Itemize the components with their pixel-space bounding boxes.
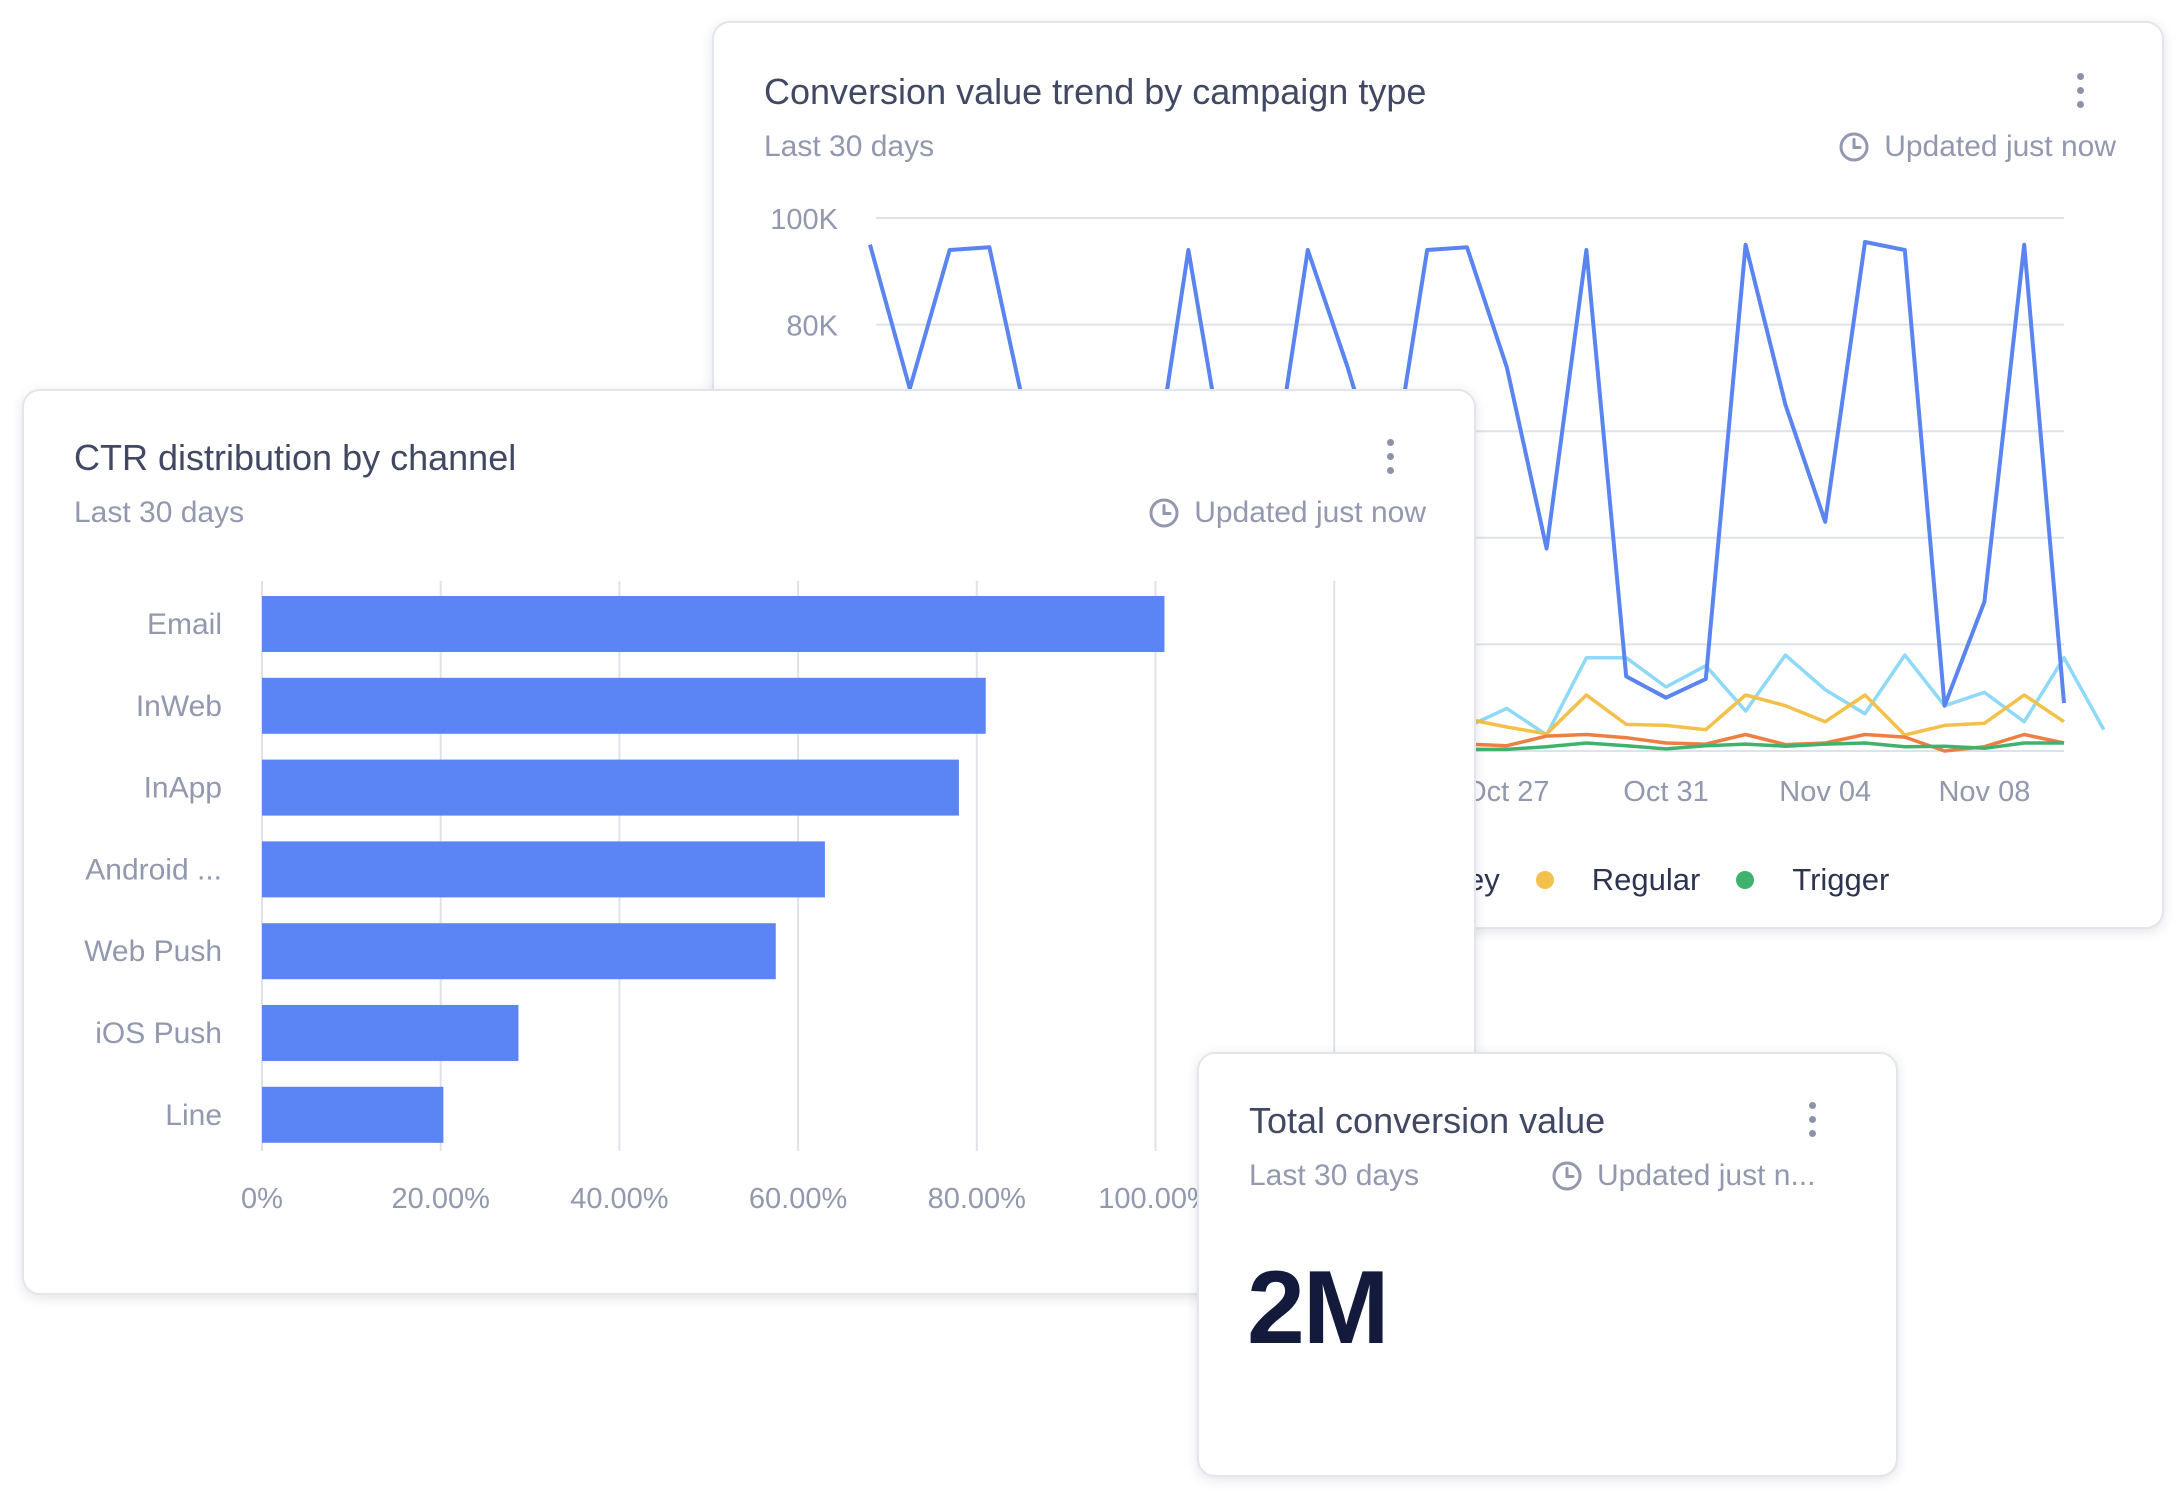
updated-status: Updated just n... [1551, 1159, 1815, 1193]
clock-icon [1552, 1161, 1582, 1191]
total-conversion-card: Total conversion value Last 30 days Upda… [1197, 1052, 1898, 1477]
legend-item[interactable]: Regular [1535, 862, 1701, 898]
category-label: Line [165, 1099, 222, 1132]
bar [262, 923, 776, 980]
x-tick-label: Oct 27 [1464, 776, 1549, 808]
total-value: 2M [1247, 1250, 1389, 1366]
card-title: CTR distribution by channel [74, 437, 517, 478]
ctr-distribution-card: CTR distribution by channel Last 30 days… [22, 389, 1476, 1295]
legend-swatch [1736, 871, 1755, 889]
bar [262, 1005, 519, 1061]
clock-icon [1149, 498, 1179, 528]
legend-label: Trigger [1792, 862, 1890, 897]
category-label: Email [147, 608, 222, 641]
bar [262, 841, 825, 898]
x-tick-label: 80.00% [928, 1183, 1026, 1215]
more-options-icon[interactable] [2065, 63, 2095, 117]
more-options-icon[interactable] [1797, 1092, 1827, 1146]
bar [262, 596, 1165, 652]
category-label: InWeb [136, 690, 222, 723]
category-label: Android ... [85, 853, 222, 886]
date-range-label: Last 30 days [74, 496, 245, 529]
x-tick-label: Nov 04 [1779, 776, 1871, 808]
legend-swatch [1535, 871, 1554, 889]
x-tick-label: 60.00% [749, 1183, 847, 1215]
legend-item[interactable]: Trigger [1736, 862, 1889, 898]
updated-status: Updated just now [1148, 496, 1426, 530]
x-tick-label: 0% [241, 1183, 283, 1215]
chart-legend: ey Regular Trigger [1467, 862, 1925, 898]
x-tick-label: 100.00% [1098, 1183, 1213, 1215]
updated-text: Updated just n... [1597, 1159, 1816, 1192]
updated-text: Updated just now [1194, 496, 1426, 529]
card-title: Total conversion value [1249, 1100, 1606, 1141]
clock-icon [1839, 132, 1869, 162]
category-label: Web Push [84, 935, 222, 968]
bar [262, 677, 986, 734]
card-title: Conversion value trend by campaign type [764, 71, 1427, 112]
category-label: InApp [144, 772, 222, 805]
updated-text: Updated just now [1884, 130, 2116, 163]
category-label: iOS Push [95, 1017, 222, 1050]
date-range-label: Last 30 days [764, 130, 935, 163]
bar [262, 759, 959, 816]
bar-chart: 0% 20.00% 40.00% 60.00% 80.00% 100.00% Email In… [84, 581, 1336, 1215]
legend-label: Regular [1591, 862, 1701, 897]
updated-status: Updated just now [1838, 130, 2116, 164]
y-tick-label: 100K [770, 204, 838, 236]
x-tick-label: 20.00% [392, 1183, 490, 1215]
bar [262, 1086, 444, 1143]
x-tick-label: Oct 31 [1623, 776, 1708, 808]
x-tick-label: Nov 08 [1938, 776, 2030, 808]
x-tick-label: 40.00% [570, 1183, 668, 1215]
date-range-label: Last 30 days [1249, 1159, 1420, 1192]
more-options-icon[interactable] [1375, 429, 1405, 483]
y-tick-label: 80K [786, 311, 838, 343]
